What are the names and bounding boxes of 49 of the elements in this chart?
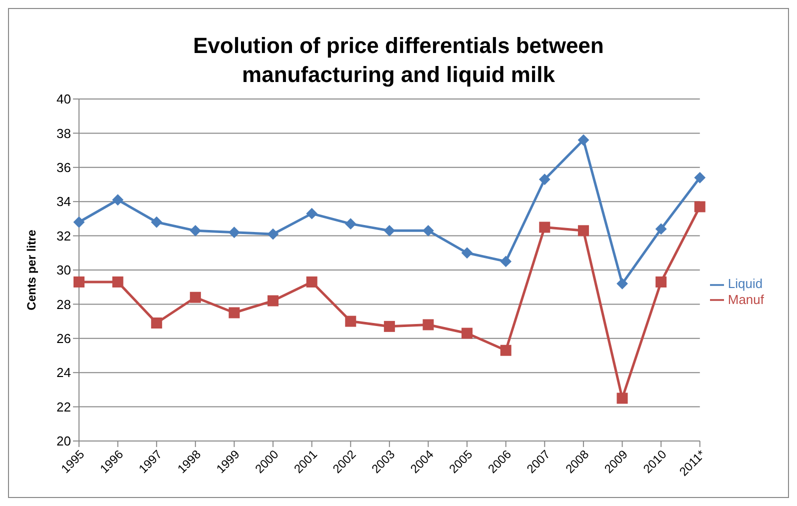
point (616, 278, 628, 290)
point (422, 319, 434, 330)
point (694, 172, 706, 184)
point (462, 247, 473, 258)
y-axis-title: Cents per litre (24, 229, 38, 310)
point (112, 194, 124, 206)
y-tick-label: 28 (56, 296, 71, 312)
y-tick-label: 26 (56, 331, 71, 346)
y-tick-label: 34 (56, 194, 71, 210)
point (656, 276, 667, 288)
y-tick-label: 30 (56, 262, 71, 278)
point (306, 276, 318, 288)
point (306, 208, 318, 220)
point (384, 320, 395, 332)
point (656, 223, 667, 234)
point (228, 226, 240, 238)
y-tick-label: 36 (56, 160, 71, 176)
point (151, 318, 162, 329)
point (345, 218, 356, 230)
point (422, 225, 434, 236)
point (500, 256, 512, 267)
point (74, 276, 84, 288)
point (74, 216, 84, 228)
chart-title: Evolution of price differentials between manufacturing and liquid milk (192, 32, 605, 89)
point (500, 344, 512, 356)
point (268, 228, 279, 240)
point (151, 216, 162, 228)
y-tick-label: 40 (56, 92, 71, 107)
point (578, 134, 589, 146)
y-tick-label: 32 (56, 228, 71, 244)
point (616, 392, 628, 404)
point (539, 174, 550, 185)
point (694, 201, 706, 212)
y-tick-label: 38 (56, 126, 71, 141)
point (190, 225, 201, 236)
point (268, 295, 279, 306)
legend-label: Liquid (728, 276, 763, 291)
point (228, 307, 240, 318)
point (462, 328, 473, 339)
legend-label: Manuf (728, 292, 764, 306)
y-tick-label: 22 (56, 399, 71, 414)
point (112, 276, 124, 288)
point (578, 225, 589, 236)
y-tick-label: 20 (56, 434, 71, 449)
point (384, 225, 395, 236)
point (539, 222, 550, 233)
point (345, 316, 356, 327)
y-tick-label: 24 (56, 365, 71, 380)
point (190, 292, 201, 303)
